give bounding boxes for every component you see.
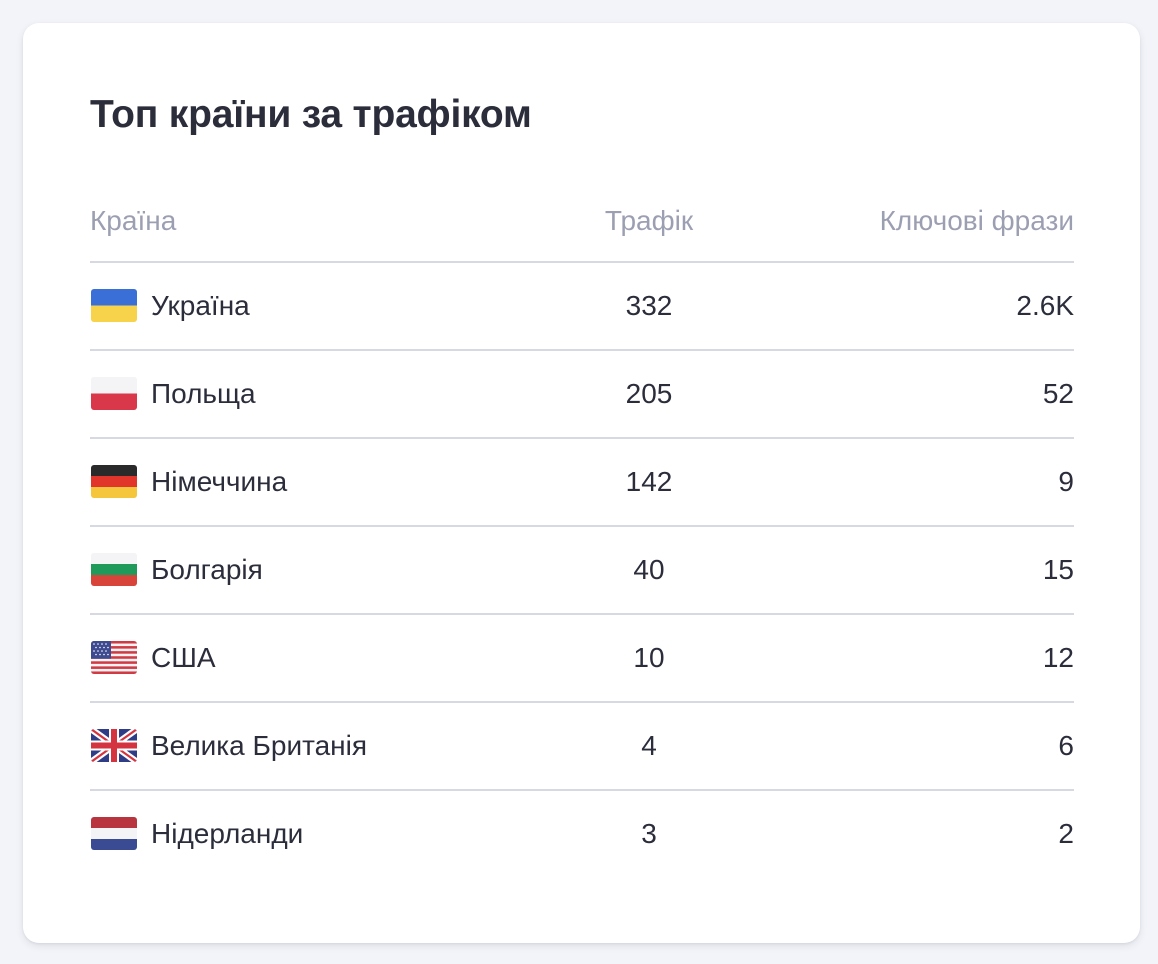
keywords-value: 9	[1058, 466, 1074, 497]
keywords-value: 2	[1058, 818, 1074, 849]
countries-table: Країна Трафік Ключові фрази Україна 332 …	[90, 183, 1074, 879]
table-row[interactable]: Нідерланди 3 2	[90, 791, 1074, 879]
country-name: Україна	[151, 290, 250, 321]
keywords-value: 15	[1042, 554, 1074, 585]
keywords-value: 12	[1042, 642, 1074, 673]
column-header-keywords[interactable]: Ключові фрази	[879, 205, 1074, 236]
country-name: США	[151, 642, 216, 673]
country-name: Болгарія	[151, 554, 263, 585]
table-row[interactable]: Україна 332 2.6K	[90, 263, 1074, 351]
usa-flag-icon	[91, 641, 137, 674]
country-name: Польща	[151, 378, 256, 409]
country-name: Велика Британія	[151, 730, 368, 761]
traffic-value: 142	[625, 466, 673, 497]
bulgaria-flag-icon	[91, 553, 137, 586]
traffic-value: 4	[641, 730, 657, 761]
country-name: Німеччина	[151, 466, 288, 497]
traffic-value: 332	[625, 290, 673, 321]
column-header-traffic[interactable]: Трафік	[604, 205, 694, 236]
table-row[interactable]: Велика Британія 4 6	[90, 703, 1074, 791]
table-row[interactable]: Польща 205 52	[90, 351, 1074, 439]
traffic-value: 10	[633, 642, 665, 673]
traffic-value: 40	[633, 554, 665, 585]
table-row[interactable]: Болгарія 40 15	[90, 527, 1074, 615]
poland-flag-icon	[91, 377, 137, 410]
germany-flag-icon	[91, 465, 137, 498]
uk-flag-icon	[91, 729, 137, 762]
keywords-value: 52	[1042, 378, 1074, 409]
netherlands-flag-icon	[91, 817, 137, 850]
column-header-country[interactable]: Країна	[90, 205, 177, 236]
card-title: Топ країни за трафіком	[90, 93, 532, 136]
country-name: Нідерланди	[151, 818, 304, 849]
table-header: Країна Трафік Ключові фрази	[90, 183, 1074, 263]
traffic-value: 205	[625, 378, 673, 409]
table-row[interactable]: Німеччина 142 9	[90, 439, 1074, 527]
traffic-value: 3	[641, 818, 657, 849]
ukraine-flag-icon	[91, 289, 137, 322]
top-countries-card: Топ країни за трафіком Країна Трафік Клю…	[23, 23, 1140, 943]
table-row[interactable]: США 10 12	[90, 615, 1074, 703]
keywords-value: 2.6K	[1016, 290, 1074, 321]
keywords-value: 6	[1058, 730, 1074, 761]
